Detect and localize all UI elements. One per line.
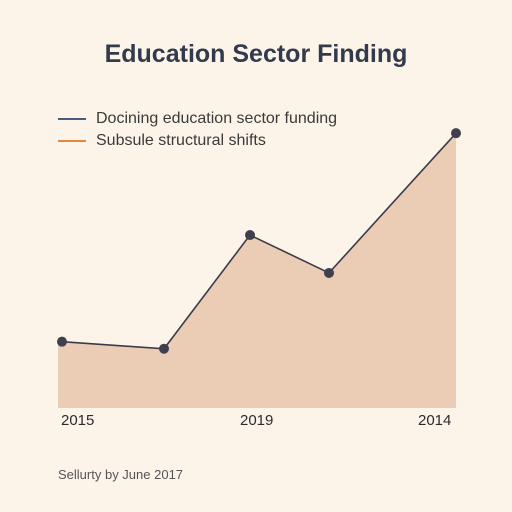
legend-swatch-2 (58, 140, 86, 142)
data-point-3 (245, 230, 255, 241)
data-point-1 (57, 336, 67, 347)
area-fill (58, 133, 456, 408)
legend-item-1: Docining education sector funding (58, 108, 337, 130)
chart-legend: Docining education sector funding Subsul… (58, 108, 337, 152)
x-tick-label-3: 2014 (418, 412, 452, 429)
chart-title: Education Sector Finding (104, 40, 408, 68)
data-markers (57, 128, 461, 354)
legend-item-2: Subsule structural shifts (58, 130, 337, 152)
x-tick-label-2: 2019 (240, 412, 274, 429)
data-point-5 (451, 128, 461, 139)
legend-label-2: Subsule structural shifts (96, 132, 266, 149)
data-point-4 (324, 267, 334, 278)
footer-note: Sellurty by June 2017 (58, 467, 184, 482)
legend-swatch-1 (58, 118, 86, 120)
data-point-2 (159, 343, 169, 354)
x-tick-label-1: 2015 (61, 412, 95, 429)
legend-label-1: Docining education sector funding (96, 110, 338, 127)
